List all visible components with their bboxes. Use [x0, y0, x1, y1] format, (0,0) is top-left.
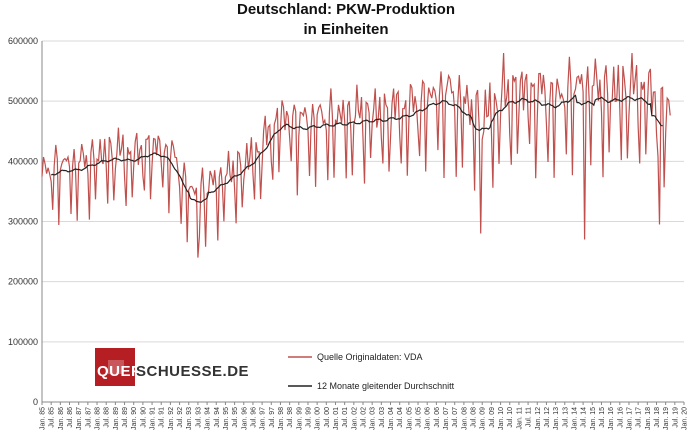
x-tick-label: Jul. 85	[49, 407, 56, 428]
y-tick-label: 100000	[8, 337, 38, 347]
logo-highlight-text: QUER	[97, 363, 142, 380]
x-tick-label: Jan. 11	[516, 407, 523, 430]
x-tick-label: Jan. 04	[388, 407, 395, 430]
x-tick-label: Jan. 17	[626, 407, 633, 430]
legend-label-average: 12 Monate gleitender Durchschnitt	[317, 381, 455, 391]
x-tick-label: Jul. 13	[562, 407, 569, 428]
x-tick-label: Jan. 03	[370, 407, 377, 430]
y-tick-label: 0	[33, 397, 38, 407]
x-tick-label: Jan. 00	[315, 407, 322, 430]
x-tick-label: Jan. 98	[278, 407, 285, 430]
x-tick-label: Jul. 00	[324, 407, 331, 428]
x-tick-label: Jan. 20	[682, 407, 689, 430]
x-tick-label: Jul. 99	[305, 407, 312, 428]
x-tick-label: Jul. 95	[232, 407, 239, 428]
x-tick-label: Jul. 01	[342, 407, 349, 428]
x-tick-label: Jan. 85	[40, 407, 47, 430]
x-tick-label: Jul. 18	[654, 407, 661, 428]
x-tick-label: Jul. 12	[544, 407, 551, 428]
x-tick-label: Jul. 86	[67, 407, 74, 428]
x-tick-label: Jan. 06	[425, 407, 432, 430]
legend: Quelle Originaldaten: VDA 12 Monate glei…	[288, 352, 455, 391]
x-tick-label: Jan. 13	[553, 407, 560, 430]
x-tick-label: Jul. 17	[636, 407, 643, 428]
x-tick-label: Jan. 96	[241, 407, 248, 430]
x-tick-label: Jul. 87	[85, 407, 92, 428]
x-tick-label: Jan. 02	[351, 407, 358, 430]
x-tick-label: Jan. 95	[223, 407, 230, 430]
x-tick-label: Jul. 05	[416, 407, 423, 428]
x-tick-label: Jan. 09	[480, 407, 487, 430]
x-tick-label: Jul. 19	[672, 407, 679, 428]
y-axis-ticks: 0 100000 200000 300000 400000 500000 600000	[8, 36, 38, 407]
x-tick-label: Jul. 90	[140, 407, 147, 428]
grid	[41, 40, 684, 403]
x-tick-label: Jul. 93	[195, 407, 202, 428]
x-tick-label: Jan. 94	[205, 407, 212, 430]
x-tick-label: Jan. 88	[95, 407, 102, 430]
x-tick-label: Jan. 12	[535, 407, 542, 430]
x-tick-label: Jul. 03	[379, 407, 386, 428]
x-tick-label: Jul. 16	[617, 407, 624, 428]
x-tick-label: Jul. 14	[581, 407, 588, 428]
legend-label-raw: Quelle Originaldaten: VDA	[317, 352, 423, 362]
x-tick-label: Jan. 10	[498, 407, 505, 430]
x-tick-label: Jan. 90	[131, 407, 138, 430]
x-tick-label: Jan. 08	[461, 407, 468, 430]
x-tick-label: Jan. 07	[443, 407, 450, 430]
x-tick-label: Jan. 05	[406, 407, 413, 430]
x-tick-label: Jul. 09	[489, 407, 496, 428]
x-tick-label: Jan. 14	[571, 407, 578, 430]
x-tick-label: Jan. 01	[333, 407, 340, 430]
x-tick-label: Jan. 92	[168, 407, 175, 430]
logo-emblem	[108, 360, 124, 374]
x-tick-label: Jan. 19	[663, 407, 670, 430]
x-tick-label: Jul. 02	[361, 407, 368, 428]
x-tick-label: Jul. 97	[269, 407, 276, 428]
x-tick-label: Jul. 91	[159, 407, 166, 428]
series-line-raw	[41, 52, 671, 258]
y-tick-label: 600000	[8, 36, 38, 46]
x-tick-label: Jan. 93	[186, 407, 193, 430]
x-tick-label: Jan. 16	[608, 407, 615, 430]
series-line-moving-average	[51, 94, 663, 204]
chart-title: Deutschland: PKW-Produktion	[237, 1, 455, 18]
logo-rest-text: SCHUESSE.DE	[136, 363, 249, 380]
x-tick-label: Jul. 88	[104, 407, 111, 428]
x-tick-label: Jan. 18	[645, 407, 652, 430]
y-tick-label: 400000	[8, 156, 38, 166]
querschuesse-logo: QUER SCHUESSE.DE	[95, 348, 249, 386]
logo-red-block	[95, 348, 135, 386]
x-tick-label: Jul. 04	[397, 407, 404, 428]
x-axis-ticks: Jan. 85 Jul. 85 Jan. 86 Jul. 86 Jan. 87 Jul. …	[40, 402, 689, 430]
x-tick-label: Jul. 92	[177, 407, 184, 428]
x-tick-label: Jul. 07	[452, 407, 459, 428]
x-tick-label: Jan. 99	[296, 407, 303, 430]
y-tick-label: 500000	[8, 96, 38, 106]
y-tick-label: 200000	[8, 277, 38, 287]
x-tick-label: Jan. 97	[260, 407, 267, 430]
x-tick-label: Jul. 96	[250, 407, 257, 428]
chart-subtitle: in Einheiten	[303, 21, 388, 38]
x-tick-label: Jan. 87	[76, 407, 83, 430]
x-tick-label: Jul. 11	[526, 407, 533, 427]
x-tick-label: Jan. 15	[590, 407, 597, 430]
x-tick-label: Jan. 91	[150, 407, 157, 430]
y-tick-label: 300000	[8, 217, 38, 227]
x-tick-label: Jul. 98	[287, 407, 294, 428]
x-tick-label: Jul. 89	[122, 407, 129, 428]
x-tick-label: Jan. 86	[58, 407, 65, 430]
x-tick-label: Jul. 94	[214, 407, 221, 428]
x-tick-label: Jul. 08	[471, 407, 478, 428]
x-tick-label: Jul. 06	[434, 407, 441, 428]
x-tick-label: Jan. 89	[113, 407, 120, 430]
x-tick-label: Jul. 10	[507, 407, 514, 428]
x-tick-label: Jul. 15	[599, 407, 606, 428]
